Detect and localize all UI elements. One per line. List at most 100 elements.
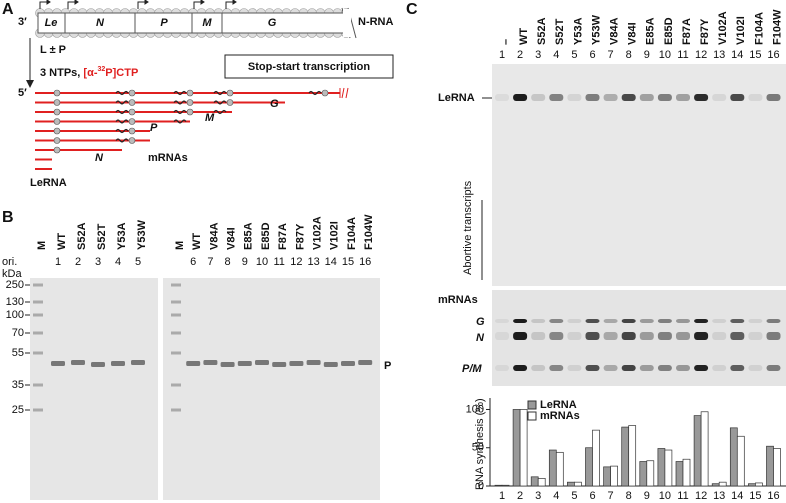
cap bbox=[186, 89, 194, 97]
panel-letter: C bbox=[406, 1, 418, 18]
lane-label: V84A bbox=[208, 222, 220, 250]
bar bbox=[700, 411, 709, 487]
protein-band bbox=[237, 361, 252, 366]
mrna-band bbox=[748, 332, 763, 340]
mrna-band bbox=[766, 319, 781, 323]
lane-number: 9 bbox=[242, 256, 248, 268]
band-label: P bbox=[384, 360, 391, 372]
lane-label: V84I bbox=[627, 22, 639, 45]
mrna-label: G bbox=[270, 98, 279, 110]
cap bbox=[128, 99, 136, 106]
cap bbox=[128, 108, 136, 116]
lane-label: Y53A bbox=[572, 17, 584, 45]
bar bbox=[621, 426, 630, 487]
lane-label: Y53W bbox=[590, 14, 602, 45]
lane-number: 10 bbox=[256, 256, 268, 268]
marker-band bbox=[33, 408, 43, 412]
polyA bbox=[115, 119, 129, 124]
gene-label: Le bbox=[45, 17, 58, 29]
lane-label: E85A bbox=[645, 17, 657, 45]
protein-band bbox=[111, 361, 125, 366]
lane-number: 1 bbox=[55, 256, 61, 268]
lane-number: 4 bbox=[553, 49, 559, 61]
bar bbox=[512, 409, 521, 487]
mrna-band bbox=[531, 365, 546, 371]
mrna-band bbox=[513, 332, 528, 340]
bar bbox=[766, 445, 774, 487]
mrna-band bbox=[766, 332, 781, 340]
marker-band bbox=[171, 300, 181, 304]
lerna-band bbox=[676, 94, 690, 101]
x-tick-label: 4 bbox=[553, 490, 559, 502]
cap bbox=[53, 137, 61, 144]
lane-number: 13 bbox=[307, 256, 319, 268]
protein-band bbox=[289, 361, 304, 366]
mrnas-label: mRNAs bbox=[148, 152, 188, 164]
lane-number: 7 bbox=[207, 256, 213, 268]
lane-number: 6 bbox=[190, 256, 196, 268]
protein-band bbox=[341, 361, 355, 366]
bar bbox=[494, 484, 503, 487]
marker-band bbox=[171, 331, 181, 335]
lane-number: 10 bbox=[659, 49, 671, 61]
x-tick-label: 8 bbox=[626, 490, 632, 502]
y-axis-label: RNA synthesis (%) bbox=[474, 398, 486, 490]
protein-band bbox=[203, 360, 218, 365]
lerna-band bbox=[621, 94, 636, 101]
mrna-band bbox=[513, 365, 528, 371]
mrna-band bbox=[676, 332, 690, 340]
bar bbox=[682, 458, 691, 487]
lane-label: E85D bbox=[260, 222, 272, 250]
mrna-band bbox=[495, 365, 509, 371]
lane-label: F104A bbox=[346, 217, 358, 250]
lane-number: 3 bbox=[95, 256, 101, 268]
legend-swatch bbox=[527, 400, 537, 410]
lerna-band bbox=[567, 94, 582, 101]
polyA bbox=[115, 138, 129, 143]
cap bbox=[53, 89, 61, 97]
marker-band bbox=[33, 313, 43, 317]
lane-label: E85D bbox=[663, 17, 675, 45]
mrna-band bbox=[676, 319, 690, 323]
lerna-band bbox=[694, 94, 709, 101]
y-tick-label: 100 bbox=[466, 403, 484, 415]
lane-number: 12 bbox=[695, 49, 707, 61]
lane-number: 2 bbox=[517, 49, 523, 61]
lane-label: WT bbox=[56, 233, 68, 250]
marker-label: 70 bbox=[12, 327, 24, 339]
mrna-band bbox=[694, 332, 709, 340]
polyA bbox=[115, 109, 129, 115]
lane-label: F104W bbox=[363, 214, 375, 250]
marker-band bbox=[171, 351, 181, 355]
lane-label: F87Y bbox=[294, 223, 306, 250]
protein-band bbox=[358, 360, 373, 365]
lane-label: Y53A bbox=[116, 222, 128, 250]
bar bbox=[736, 435, 745, 487]
gene-label: G bbox=[268, 17, 277, 29]
protein-band bbox=[131, 360, 145, 365]
marker-band bbox=[171, 383, 181, 387]
cap bbox=[186, 99, 194, 106]
x-tick-label: 7 bbox=[608, 490, 614, 502]
bar bbox=[610, 465, 618, 487]
band-label: G bbox=[476, 316, 485, 328]
lerna-band bbox=[603, 94, 618, 101]
mrna-band bbox=[712, 365, 727, 371]
bar bbox=[501, 484, 510, 487]
marker-band bbox=[33, 283, 43, 287]
bar bbox=[711, 483, 720, 487]
lane-label: F104A bbox=[753, 12, 765, 45]
mrna-band bbox=[585, 332, 600, 340]
lerna-band bbox=[549, 94, 564, 101]
promoter-arrow bbox=[67, 1, 75, 9]
lane-label: F104W bbox=[771, 9, 783, 45]
bar bbox=[574, 481, 582, 487]
mrna-band bbox=[621, 319, 636, 323]
mrna-band bbox=[549, 365, 564, 371]
promoter-arrow bbox=[144, 0, 149, 5]
marker-label: 55 bbox=[12, 347, 24, 359]
lerna-label: LeRNA bbox=[438, 92, 475, 104]
marker-label: 100 bbox=[6, 309, 24, 321]
mrna-band bbox=[657, 332, 672, 340]
polyA bbox=[308, 90, 322, 96]
